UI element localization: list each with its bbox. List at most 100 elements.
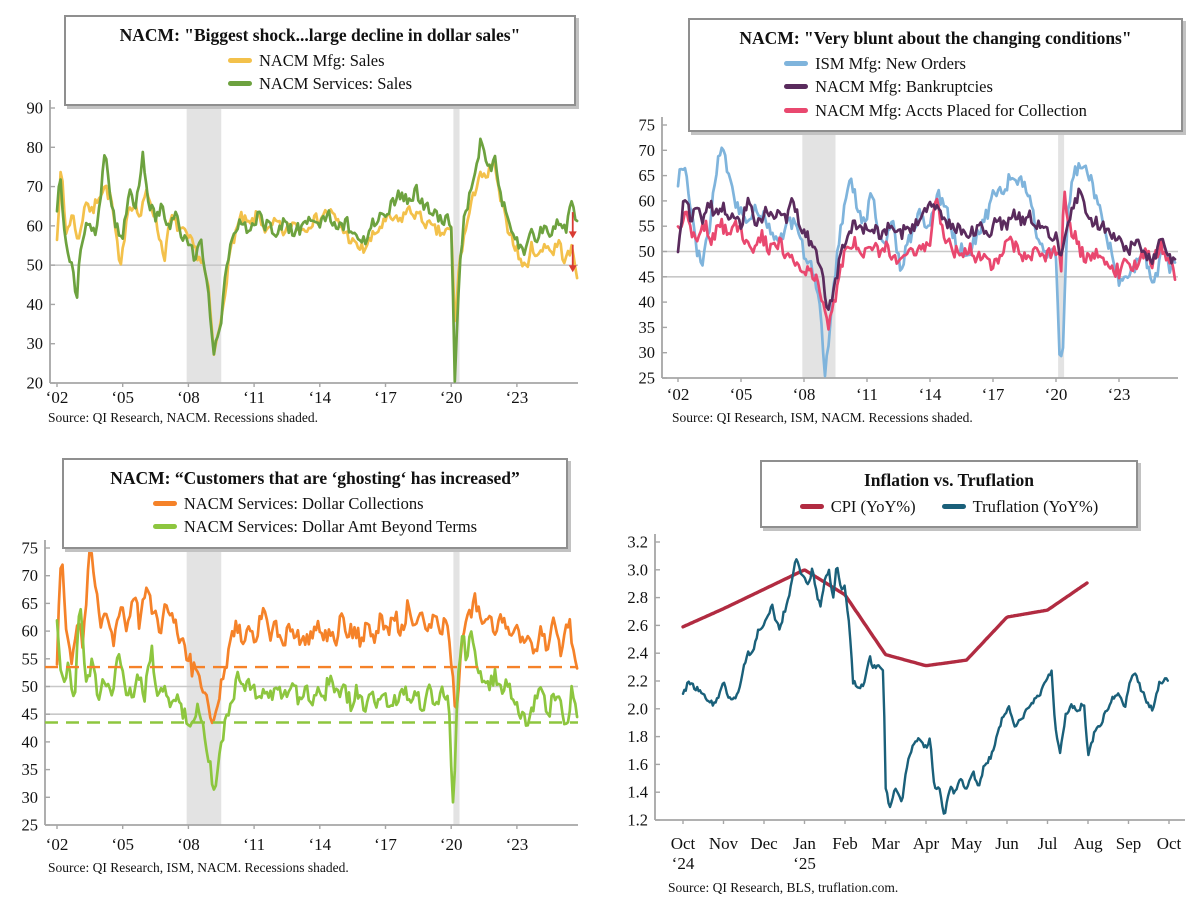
x-tick-label: Feb — [832, 834, 858, 853]
y-tick-label: 75 — [22, 539, 39, 558]
y-tick-label: 90 — [27, 99, 44, 118]
x-tick-label: Oct — [671, 834, 696, 853]
x-tick-label: ‘14 — [308, 388, 331, 407]
y-tick-label: 55 — [639, 217, 656, 236]
source-note: Source: QI Research, ISM, NACM. Recessio… — [48, 860, 349, 875]
legend-swatch — [784, 60, 809, 66]
y-tick-label: 35 — [22, 760, 39, 779]
y-tick-label: 60 — [27, 216, 44, 235]
y-tick-label: 70 — [639, 141, 656, 160]
y-tick-label: 65 — [639, 166, 656, 185]
legend-swatch — [152, 500, 177, 506]
x-tick-label: ‘23 — [506, 835, 529, 854]
y-tick-label: 35 — [639, 318, 656, 337]
x-tick-label: Aug — [1073, 834, 1103, 853]
series-line-nacm-services-sales — [55, 137, 579, 383]
legend-rows: NACM Mfg: Sales NACM Services: Sales — [227, 49, 413, 96]
x-tick-label: ‘08 — [793, 385, 816, 404]
legend-label: NACM Mfg: Sales — [258, 50, 385, 70]
source-note: Source: QI Research, NACM. Recessions sh… — [48, 410, 318, 425]
legend-item: CPI (YoY%) — [799, 495, 916, 518]
chart-plot-nacm-sales: 20 30 40 50 60 70 80 90 ‘02 ‘05 ‘08 ‘11 ‘14 ‘17 ‘20 ‘23 — [27, 99, 579, 407]
y-tick-label: 30 — [27, 334, 44, 353]
series-line-ism-mfg-new-orders — [676, 146, 1177, 378]
y-tick-label: 1.2 — [627, 811, 648, 830]
chart-title: NACM: “Customers that are ‘ghosting‘ has… — [110, 468, 520, 488]
legend-swatch — [152, 524, 177, 530]
y-tick-label: 25 — [22, 816, 39, 835]
y-tick-label: 60 — [639, 191, 656, 210]
y-tick-label: 1.6 — [627, 755, 648, 774]
y-tick-label: 80 — [27, 138, 44, 157]
legend-swatch — [799, 503, 824, 509]
y-tick-label: 1.4 — [627, 783, 648, 802]
y-tick-label: 2.4 — [627, 644, 648, 663]
x-tick-year-label: ‘25 — [793, 854, 816, 873]
y-tick-label: 50 — [27, 256, 44, 275]
x-tick-label: ‘08 — [177, 835, 200, 854]
y-tick-label: 1.8 — [627, 727, 648, 746]
legend-label: NACM Mfg: Bankruptcies — [815, 77, 993, 97]
x-tick-label: ‘02 — [667, 385, 690, 404]
legend-item: NACM Services: Dollar Collections — [152, 492, 477, 515]
chart-plot-nacm-conditions: 25 30 35 40 45 50 55 60 65 70 75 ‘02 ‘05 ‘08 ‘11 ‘14 ‘17… — [639, 116, 1178, 404]
x-tick-label: ‘20 — [1045, 385, 1068, 404]
y-tick-label: 20 — [27, 374, 44, 393]
chart-plot-inflation-truflation: 1.21.41.61.82.02.22.42.62.83.03.2Oct‘24N… — [627, 533, 1185, 873]
panel-nacm-sales: 20 30 40 50 60 70 80 90 ‘02 ‘05 ‘08 ‘11 ‘14 ‘17 ‘20 ‘23… — [0, 0, 600, 452]
y-tick-label: 40 — [639, 293, 656, 312]
legend-label: CPI (YoY%) — [830, 496, 916, 516]
legend-item: Truflation (YoY%) — [941, 495, 1098, 518]
y-tick-label: 55 — [22, 649, 39, 668]
series-line-nacm-mfg-bankruptcies — [676, 187, 1177, 311]
y-tick-label: 50 — [639, 242, 656, 261]
x-tick-label: ‘11 — [856, 385, 878, 404]
y-tick-label: 3.2 — [627, 533, 648, 552]
chart-legend-box: Inflation vs. Truflation CPI (YoY%) Trufl… — [760, 460, 1138, 529]
legend-swatch — [784, 84, 809, 90]
series-line-cpi-yoy — [681, 568, 1089, 668]
recession-band — [453, 108, 460, 383]
legend-item: NACM Mfg: Sales — [227, 49, 412, 72]
y-tick-label: 2.6 — [627, 616, 648, 635]
x-tick-label: ‘17 — [374, 388, 397, 407]
chart-title: Inflation vs. Truflation — [863, 470, 1034, 490]
x-tick-label: Sep — [1116, 834, 1142, 853]
source-note: Source: QI Research, BLS, truflation.com… — [668, 880, 899, 895]
legend-label: NACM Services: Dollar Amt Beyond Terms — [183, 517, 478, 537]
x-tick-label: ‘14 — [308, 835, 331, 854]
x-tick-label: Oct — [1157, 834, 1182, 853]
y-tick-label: 45 — [22, 705, 39, 724]
x-tick-label: ‘05 — [730, 385, 753, 404]
x-tick-label: Mar — [871, 834, 900, 853]
legend-label: NACM Services: Dollar Collections — [183, 493, 424, 513]
chart-legend-box: NACM: “Customers that are ‘ghosting‘ has… — [62, 458, 568, 549]
legend-item: ISM Mfg: New Orders — [784, 52, 1087, 75]
x-tick-label: May — [951, 834, 983, 853]
y-tick-label: 50 — [22, 677, 39, 696]
legend-item: NACM Services: Dollar Amt Beyond Terms — [152, 515, 478, 538]
y-tick-label: 40 — [27, 295, 44, 314]
chart-legend-box: NACM: "Biggest shock...large decline in … — [64, 15, 576, 106]
x-tick-label: Nov — [709, 834, 739, 853]
series-line-nacm-services-dollar-collections — [55, 546, 579, 725]
panel-nacm-conditions: 25 30 35 40 45 50 55 60 65 70 75 ‘02 ‘05 ‘08 ‘11 ‘14 ‘17… — [600, 0, 1200, 452]
x-tick-label: ‘05 — [111, 835, 134, 854]
x-tick-label: ‘23 — [1108, 385, 1131, 404]
down-arrow-annotation — [568, 212, 577, 239]
x-tick-label: ‘11 — [243, 388, 265, 407]
y-tick-label: 70 — [27, 177, 44, 196]
legend-rows: CPI (YoY%) Truflation (YoY%) — [770, 495, 1128, 518]
legend-rows: ISM Mfg: New Orders NACM Mfg: Bankruptcie… — [784, 52, 1087, 122]
x-tick-label: ‘11 — [243, 835, 265, 854]
legend-swatch — [941, 503, 966, 509]
x-tick-label: Jan — [793, 834, 816, 853]
x-tick-label: ‘23 — [506, 388, 529, 407]
legend-label: NACM Services: Sales — [258, 74, 413, 94]
legend-swatch — [227, 57, 252, 63]
legend-item: NACM Mfg: Bankruptcies — [784, 75, 1087, 98]
legend-swatch — [227, 81, 252, 87]
chart-plot-nacm-ghosting: 25 30 35 40 45 50 55 60 65 70 75 ‘02 ‘05 ‘08 ‘11 ‘14 ‘17… — [22, 539, 579, 854]
x-tick-label: ‘20 — [440, 835, 463, 854]
